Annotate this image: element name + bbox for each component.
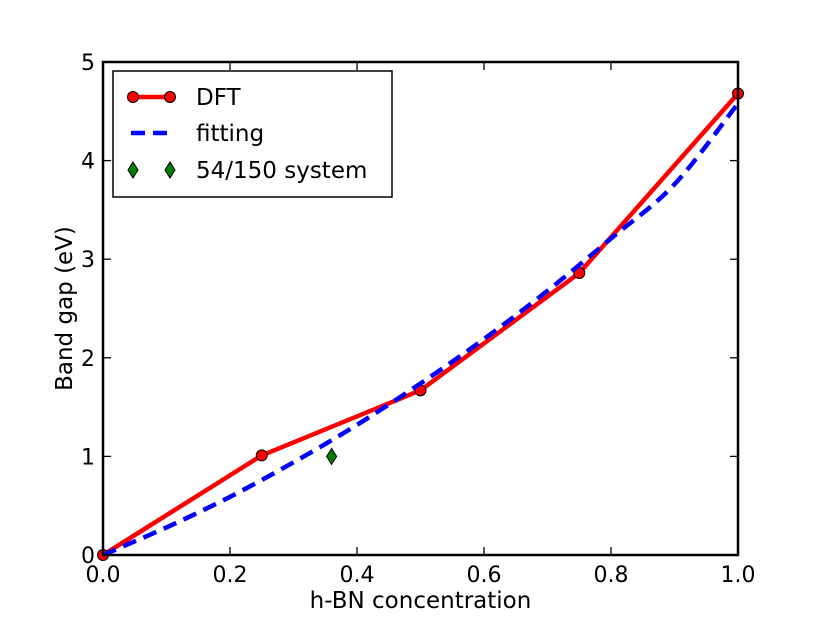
x-tick-label: 0.0 — [86, 563, 121, 588]
x-tick-label: 0.8 — [594, 563, 629, 588]
x-tick-label: 0.6 — [467, 563, 502, 588]
legend-entry: DFT — [127, 85, 242, 111]
fitting-curve — [102, 102, 740, 558]
series-54-150-system — [326, 447, 338, 466]
legend: DFT fitting 54/150 system — [112, 70, 393, 198]
x-axis-label: h-BN concentration — [310, 588, 532, 614]
x-tick-label: 0.4 — [340, 563, 375, 588]
dft-point — [255, 449, 268, 462]
system-point — [326, 447, 338, 466]
plot-frame — [101, 60, 740, 557]
legend-label: 54/150 system — [196, 158, 367, 184]
y-tick-label: 1 — [81, 445, 95, 470]
y-tick-label: 0 — [81, 544, 95, 569]
y-tick-label: 2 — [81, 347, 95, 372]
legend-label: DFT — [196, 85, 242, 111]
legend-label: fitting — [196, 121, 264, 147]
legend-marker-dft — [127, 91, 139, 103]
legend-entry: fitting — [131, 121, 264, 147]
legend-entry: 54/150 system — [127, 158, 367, 184]
y-tick-label: 5 — [81, 51, 95, 76]
legend-marker-system — [127, 161, 139, 179]
x-tick-label: 1.0 — [721, 563, 756, 588]
axis-tick-labels: 0.0 0.2 0.4 0.6 0.8 1.0 0 1 2 3 4 5 — [81, 51, 756, 588]
y-tick-label: 3 — [81, 248, 95, 273]
legend-marker-dft — [164, 91, 176, 103]
y-tick-label: 4 — [81, 150, 95, 175]
series-fitting — [102, 102, 740, 558]
x-tick-label: 0.2 — [213, 563, 248, 588]
y-axis-label: Band gap (eV) — [52, 226, 78, 391]
legend-marker-system — [164, 161, 176, 179]
